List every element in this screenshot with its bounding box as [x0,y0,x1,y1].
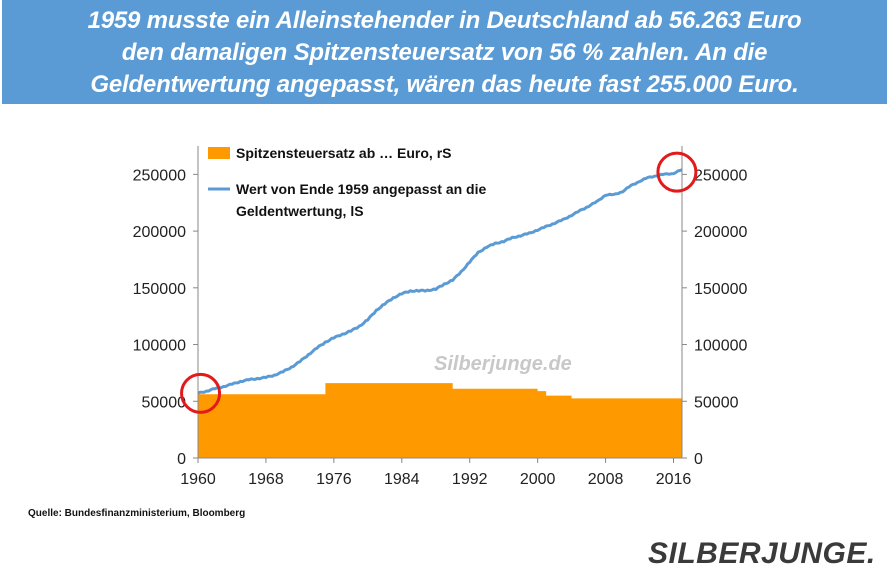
y-tick-left-label: 200000 [133,224,186,241]
legend-label-line-2: Geldentwertung, lS [236,203,364,219]
highlight-circle-2 [656,151,698,193]
line-layer [197,168,683,395]
area-series-spitzensteuersatz [198,383,682,458]
y-tick-left-label: 250000 [133,167,186,184]
y-tick-left-label: 0 [177,451,186,468]
headline-line-1: 1959 musste ein Alleinstehender in Deuts… [87,7,802,34]
x-tick-label: 2016 [656,471,692,488]
x-tick-label: 1992 [452,471,488,488]
legend-label-area: Spitzensteuersatz ab … Euro, rS [236,145,452,161]
x-tick-label: 1976 [316,471,352,488]
y-tick-right-label: 250000 [694,167,747,184]
y-tick-right-label: 100000 [694,338,747,355]
headline-banner: 1959 musste ein Alleinstehender in Deuts… [2,0,887,104]
axis-layer: 0 50000 100000 150000 200000 250000 0 50000 1000… [133,146,747,488]
x-tick-label: 2000 [520,471,556,488]
x-tick-label: 2008 [588,471,624,488]
highlight-circle-1 [180,372,222,414]
legend: Spitzensteuersatz ab … Euro, rS Wert von… [208,145,486,219]
y-tick-right-label: 50000 [694,394,739,411]
y-tick-left-label: 100000 [133,338,186,355]
x-tick-label: 1968 [248,471,284,488]
y-tick-left-label: 50000 [142,394,187,411]
y-tick-right-label: 200000 [694,224,747,241]
legend-label-line-1: Wert von Ende 1959 angepasst an die [236,181,486,197]
x-tick-label: 1960 [180,471,216,488]
y-tick-right-label: 0 [694,451,703,468]
source-note: Quelle: Bundesfinanzministerium, Bloombe… [28,508,246,519]
watermark: Silberjunge.de [434,353,572,375]
x-tick-label: 1984 [384,471,420,488]
area-layer [198,383,682,458]
annotation-layer [180,151,698,414]
headline-line-3: Geldentwertung angepasst, wären das heut… [90,71,799,98]
legend-swatch-area [208,147,230,159]
headline-line-2: den damaligen Spitzensteuersatz von 56 %… [121,39,768,66]
y-tick-left-label: 150000 [133,281,186,298]
y-tick-right-label: 150000 [694,281,747,298]
brand-logo: SILBERJUNGE. [648,537,876,570]
line-series-geldentwertung [197,168,683,395]
